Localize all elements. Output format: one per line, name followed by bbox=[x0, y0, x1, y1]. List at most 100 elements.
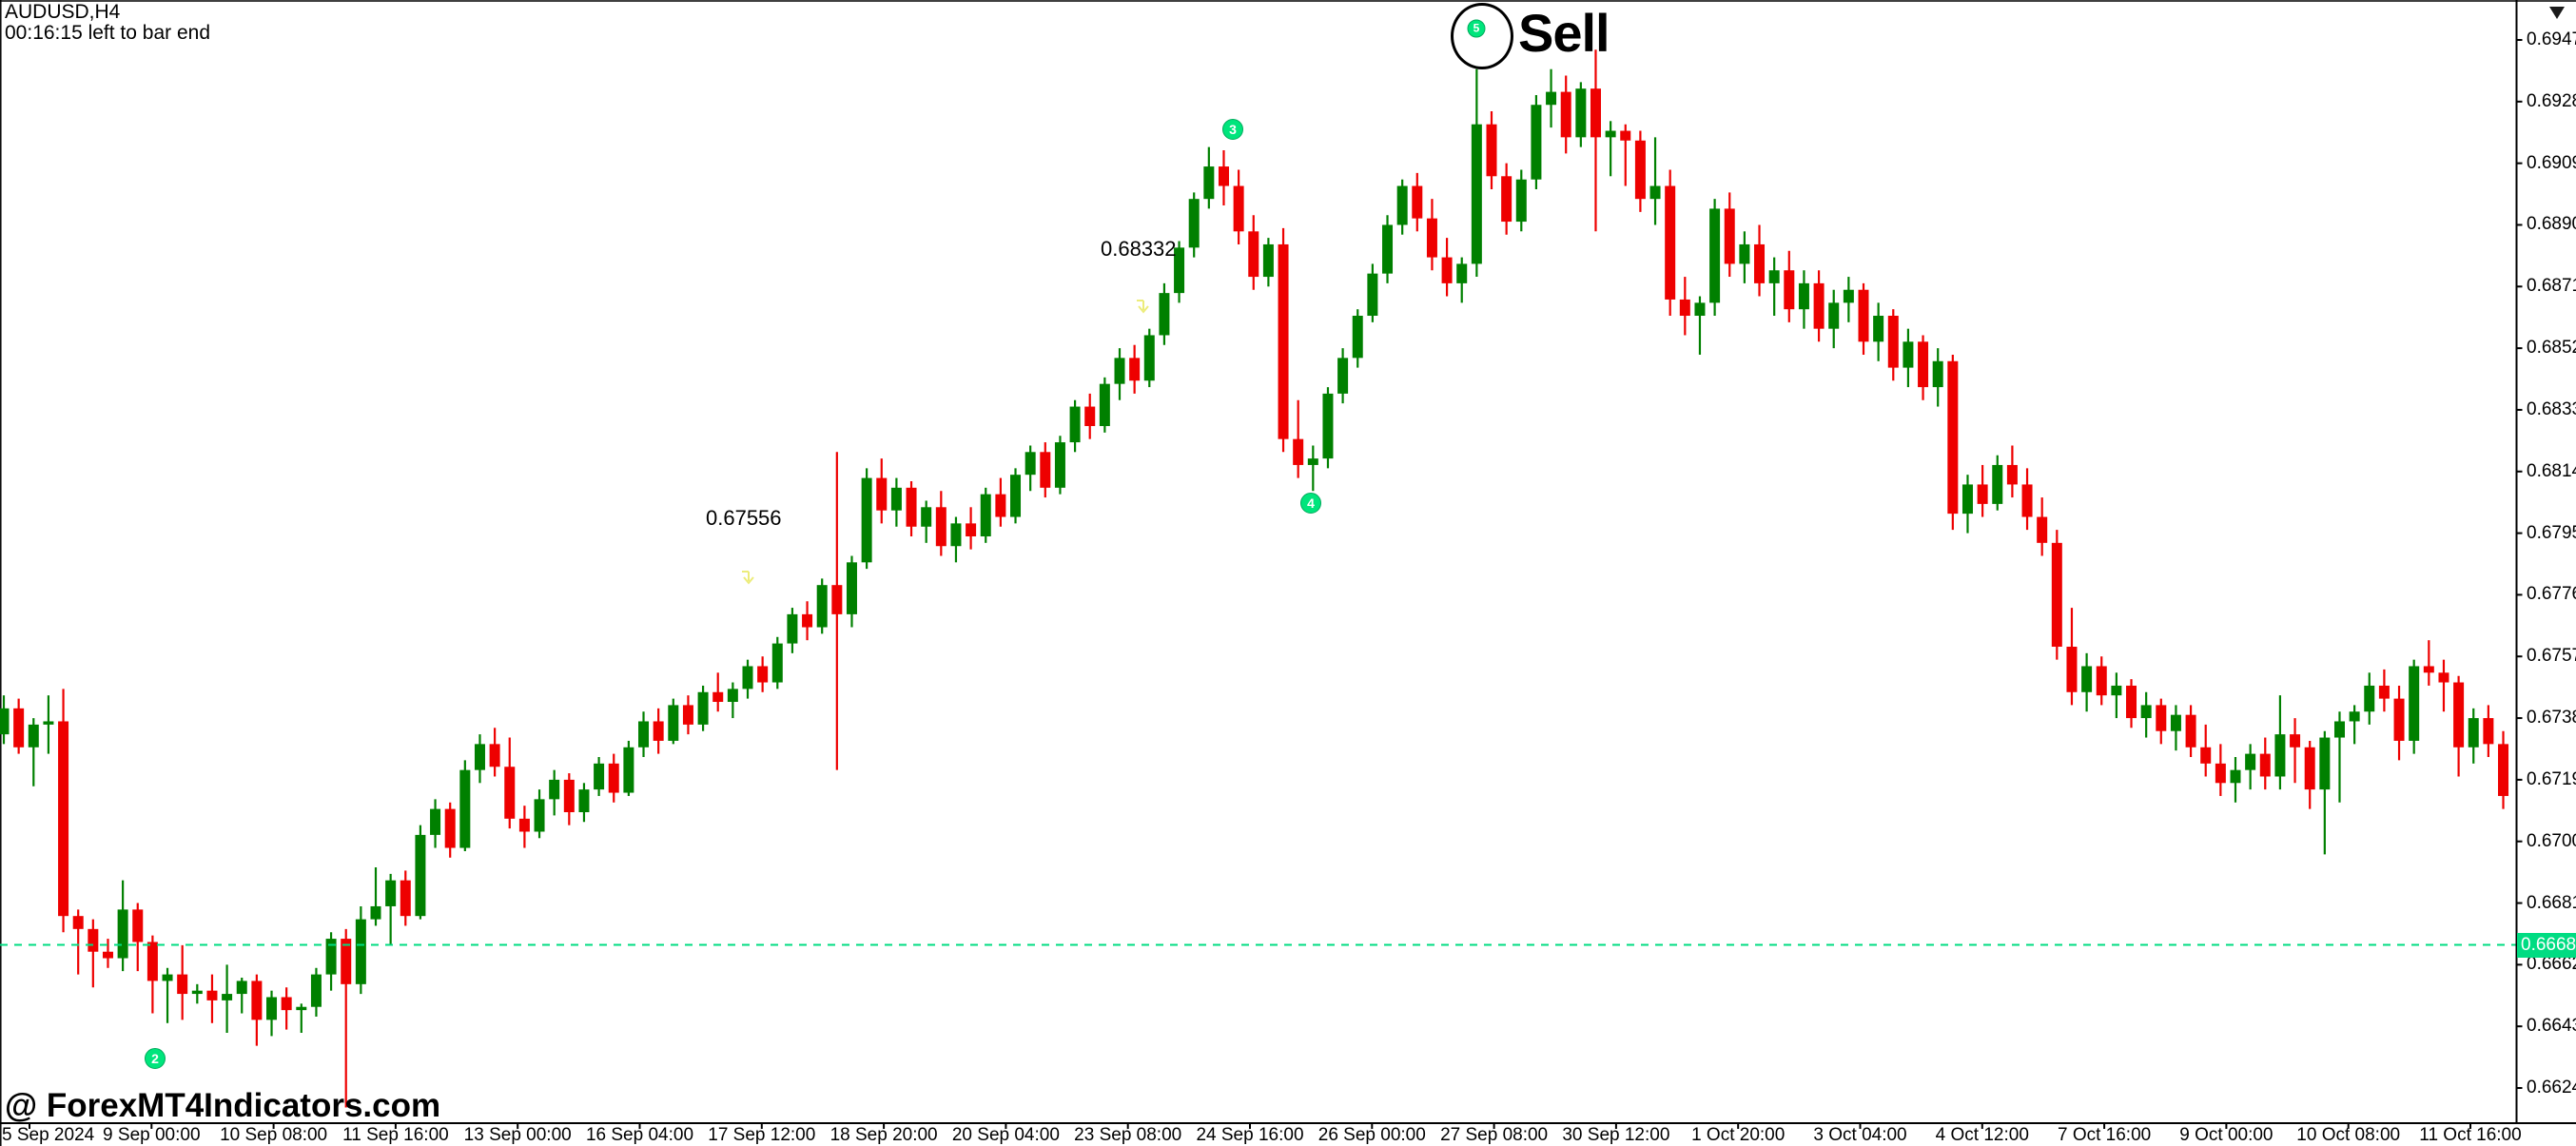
y-axis-label: 0.66430 bbox=[2527, 1016, 2576, 1037]
candle-body-down bbox=[831, 585, 843, 614]
candle-body-up bbox=[1515, 179, 1527, 223]
candle-body-down bbox=[1084, 406, 1096, 427]
candle-body-up bbox=[668, 705, 679, 741]
candle-body-down bbox=[2037, 516, 2048, 543]
signal-price-label: 0.68332 bbox=[1101, 237, 1177, 261]
candle-body-up bbox=[310, 974, 322, 1007]
candle-body-up bbox=[1649, 185, 1661, 200]
candle-body-up bbox=[1456, 263, 1468, 283]
candle-body-down bbox=[2185, 714, 2196, 748]
candle-body-up bbox=[1873, 316, 1884, 342]
x-axis-label: 16 Sep 04:00 bbox=[585, 1125, 694, 1145]
x-axis-label: 5 Sep 2024 bbox=[2, 1125, 95, 1145]
x-axis-label: 3 Oct 04:00 bbox=[1813, 1125, 1907, 1145]
candle-body-down bbox=[489, 744, 500, 767]
candle-body-down bbox=[757, 666, 769, 683]
candle-body-up bbox=[415, 834, 426, 917]
candle-body-down bbox=[608, 763, 619, 793]
signal-number-marker: 4 bbox=[1300, 493, 1321, 514]
candle-body-down bbox=[146, 942, 158, 981]
candle-body-up bbox=[2364, 685, 2375, 712]
y-axis-label: 0.68520 bbox=[2527, 338, 2576, 359]
candle-body-down bbox=[1233, 185, 1244, 232]
x-axis-label: 11 Oct 16:00 bbox=[2419, 1125, 2522, 1145]
candle-body-up bbox=[1307, 458, 1318, 465]
y-axis-label: 0.67760 bbox=[2527, 584, 2576, 605]
candle-body-up bbox=[474, 744, 485, 770]
candle-body-down bbox=[1754, 243, 1766, 283]
candle-body-down bbox=[281, 997, 292, 1011]
candle-body-down bbox=[1412, 185, 1423, 219]
candle-body-down bbox=[341, 939, 352, 984]
candle-body-up bbox=[1382, 224, 1394, 274]
candle-body-up bbox=[1798, 282, 1809, 310]
candle-body-up bbox=[385, 880, 397, 906]
x-axis-label: 26 Sep 00:00 bbox=[1317, 1125, 1426, 1145]
y-axis-label: 0.67000 bbox=[2527, 830, 2576, 851]
candle-body-up bbox=[890, 487, 902, 511]
candle-body-down bbox=[518, 818, 530, 832]
candle-body-down bbox=[1634, 140, 1646, 200]
candle-body-down bbox=[2393, 698, 2405, 741]
candle-body-down bbox=[2483, 718, 2494, 745]
candle-body-up bbox=[816, 585, 828, 628]
candle-body-down bbox=[2156, 705, 2167, 731]
bar-countdown-label: 00:16:15 left to bar end bbox=[5, 22, 210, 44]
candle-body-up bbox=[1010, 475, 1022, 517]
candle-body-down bbox=[563, 779, 575, 813]
candle-body-down bbox=[1858, 289, 1869, 342]
signal-price-label: 0.67556 bbox=[706, 506, 782, 530]
candle-body-up bbox=[1471, 124, 1482, 264]
candle-body-up bbox=[534, 799, 545, 832]
candle-body-down bbox=[1426, 218, 1437, 258]
candle-body-up bbox=[1188, 199, 1200, 248]
candle-body-up bbox=[2319, 737, 2331, 790]
candle-body-down bbox=[2304, 747, 2315, 790]
candle-body-down bbox=[102, 951, 113, 959]
candle-body-up bbox=[2468, 718, 2479, 748]
candle-body-up bbox=[2245, 753, 2256, 770]
candle-body-down bbox=[2215, 763, 2226, 784]
x-axis-label: 24 Sep 16:00 bbox=[1196, 1125, 1304, 1145]
y-axis-label: 0.67380 bbox=[2527, 708, 2576, 728]
candle-body-up bbox=[1352, 316, 1363, 359]
candle-body-up bbox=[2140, 705, 2152, 719]
candle-body-up bbox=[236, 981, 247, 995]
candle-body-up bbox=[1605, 130, 1616, 138]
candle-body-down bbox=[132, 909, 144, 942]
y-axis-label: 0.68140 bbox=[2527, 460, 2576, 481]
candle-body-up bbox=[2111, 685, 2122, 696]
candle-body-down bbox=[1486, 124, 1497, 177]
candle-body-up bbox=[325, 939, 337, 975]
x-axis-label: 11 Sep 16:00 bbox=[342, 1125, 449, 1145]
candle-body-up bbox=[222, 994, 233, 1000]
candle-body-up bbox=[1546, 91, 1557, 106]
x-axis-label: 10 Sep 08:00 bbox=[220, 1125, 328, 1145]
candle-body-down bbox=[2126, 685, 2137, 719]
candle-body-down bbox=[1218, 166, 1229, 186]
candle-body-down bbox=[1665, 185, 1676, 300]
candle-body-down bbox=[2200, 747, 2212, 764]
candle-body-down bbox=[13, 708, 25, 748]
candle-body-up bbox=[1367, 273, 1378, 317]
candle-body-up bbox=[355, 919, 366, 984]
candle-body-down bbox=[2066, 647, 2078, 692]
candle-body-up bbox=[1203, 166, 1215, 200]
x-axis-label: 13 Sep 00:00 bbox=[463, 1125, 572, 1145]
candle-body-up bbox=[1396, 185, 1408, 225]
candle-body-up bbox=[638, 721, 650, 748]
candle-body-down bbox=[1501, 176, 1512, 223]
candle-body-up bbox=[1694, 302, 1706, 317]
candle-body-down bbox=[2498, 744, 2509, 796]
x-axis-label: 17 Sep 12:00 bbox=[708, 1125, 816, 1145]
candle-body-down bbox=[1278, 243, 1289, 439]
candle-body-up bbox=[43, 721, 54, 725]
signal-number-marker: 3 bbox=[1222, 119, 1243, 140]
x-axis-label: 7 Oct 16:00 bbox=[2057, 1125, 2152, 1145]
candle-body-up bbox=[697, 691, 709, 725]
candle-body-up bbox=[1709, 208, 1721, 303]
y-axis-label: 0.66240 bbox=[2527, 1078, 2576, 1097]
candle-body-down bbox=[58, 721, 69, 917]
candle-body-up bbox=[578, 789, 590, 813]
